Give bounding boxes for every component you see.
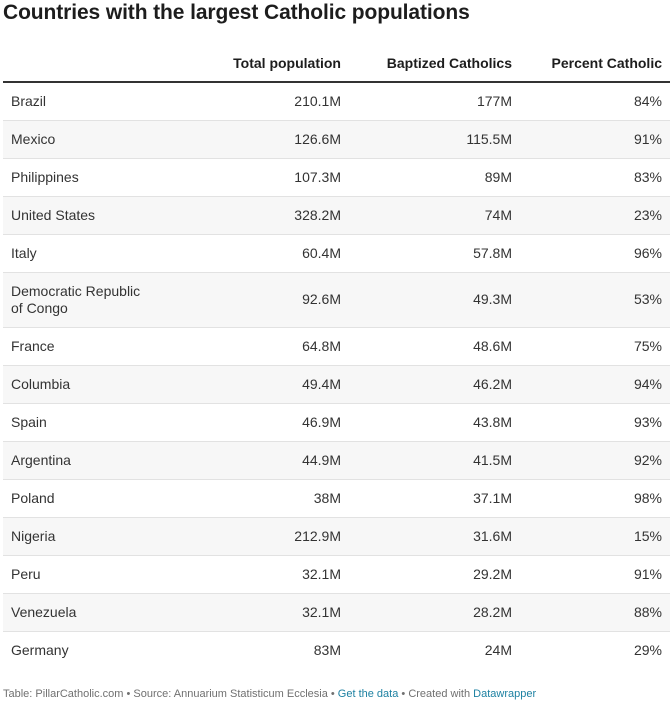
percent-catholic-cell: 75% xyxy=(520,327,670,366)
table-row: France 64.8M 48.6M 75% xyxy=(3,327,670,366)
table-row: Italy 60.4M 57.8M 96% xyxy=(3,234,670,273)
percent-catholic-cell: 84% xyxy=(520,82,670,121)
total-population-cell: 107.3M xyxy=(153,158,349,197)
footer-separator: • xyxy=(401,688,406,700)
header-row: Total population Baptized Catholics Perc… xyxy=(3,44,670,83)
country-cell: Germany xyxy=(11,641,69,658)
header-baptized-catholics[interactable]: Baptized Catholics xyxy=(349,44,520,83)
percent-catholic-cell: 94% xyxy=(520,365,670,404)
table-row: Spain 46.9M 43.8M 93% xyxy=(3,403,670,442)
baptized-catholics-cell: 57.8M xyxy=(349,234,520,273)
country-cell: Democratic Republic of Congo xyxy=(3,272,153,328)
table-row: Nigeria 212.9M 31.6M 15% xyxy=(3,517,670,556)
percent-catholic-cell: 91% xyxy=(520,120,670,159)
percent-catholic-cell: 15% xyxy=(520,517,670,556)
table-row: Columbia 49.4M 46.2M 94% xyxy=(3,365,670,404)
table-row: Brazil 210.1M 177M 84% xyxy=(3,82,670,121)
baptized-catholics-cell: 74M xyxy=(349,196,520,235)
country-cell: Poland xyxy=(3,479,153,518)
country-cell: Peru xyxy=(3,555,153,594)
baptized-catholics-cell: 89M xyxy=(349,158,520,197)
baptized-catholics-cell: 43.8M xyxy=(349,403,520,442)
country-cell: France xyxy=(3,327,153,366)
country-cell: Brazil xyxy=(3,82,153,121)
header-country[interactable] xyxy=(3,44,153,83)
total-population-cell: 328.2M xyxy=(153,196,349,235)
source-text: Table: PillarCatholic.com • Source: Annu… xyxy=(3,688,335,700)
country-cell: Spain xyxy=(3,403,153,442)
country-cell: Italy xyxy=(3,234,153,273)
table-row: Mexico 126.6M 115.5M 91% xyxy=(3,120,670,159)
table-title: Countries with the largest Catholic popu… xyxy=(3,1,470,24)
baptized-catholics-cell: 37.1M xyxy=(349,479,520,518)
total-population-cell: 126.6M xyxy=(153,120,349,159)
country-cell: Mexico xyxy=(3,120,153,159)
baptized-catholics-cell: 46.2M xyxy=(349,365,520,404)
created-with-text: Created with xyxy=(408,688,471,700)
datawrapper-link[interactable]: Datawrapper xyxy=(473,688,537,700)
total-population-cell: 83M xyxy=(313,641,341,658)
baptized-catholics-cell: 24M xyxy=(484,641,512,658)
country-cell: Argentina xyxy=(3,441,153,480)
table-body: Brazil 210.1M 177M 84% Mexico 126.6M 115.5M 91%… xyxy=(3,82,670,669)
total-population-cell: 32.1M xyxy=(153,555,349,594)
percent-catholic-cell: 53% xyxy=(520,272,670,328)
total-population-cell: 64.8M xyxy=(153,327,349,366)
table-footer: Table: PillarCatholic.com • Source: Annu… xyxy=(3,688,536,700)
baptized-catholics-cell: 29.2M xyxy=(349,555,520,594)
percent-catholic-cell: 83% xyxy=(520,158,670,197)
baptized-catholics-cell: 48.6M xyxy=(349,327,520,366)
country-cell: Columbia xyxy=(3,365,153,404)
total-population-cell: 49.4M xyxy=(153,365,349,404)
total-population-cell: 38M xyxy=(153,479,349,518)
table-row: Venezuela 32.1M 28.2M 88% xyxy=(3,593,670,632)
percent-catholic-cell: 96% xyxy=(520,234,670,273)
percent-catholic-cell: 23% xyxy=(520,196,670,235)
total-population-cell: 212.9M xyxy=(153,517,349,556)
baptized-catholics-cell: 115.5M xyxy=(349,120,520,159)
baptized-catholics-cell: 31.6M xyxy=(349,517,520,556)
catholic-population-table: Total population Baptized Catholics Perc… xyxy=(3,44,670,669)
total-population-cell: 92.6M xyxy=(153,272,349,328)
table-row: Philippines 107.3M 89M 83% xyxy=(3,158,670,197)
baptized-catholics-cell: 177M xyxy=(349,82,520,121)
total-population-cell: 44.9M xyxy=(153,441,349,480)
total-population-cell: 32.1M xyxy=(153,593,349,632)
get-the-data-link[interactable]: Get the data xyxy=(337,688,399,700)
percent-catholic-cell: 92% xyxy=(520,441,670,480)
table-row: Democratic Republic of Congo 92.6M 49.3M 53… xyxy=(3,272,670,328)
table-row: United States 328.2M 74M 23% xyxy=(3,196,670,235)
country-cell: Venezuela xyxy=(3,593,153,632)
total-population-cell: 210.1M xyxy=(153,82,349,121)
percent-catholic-cell: 88% xyxy=(520,593,670,632)
country-cell: United States xyxy=(3,196,153,235)
table-row: Argentina 44.9M 41.5M 92% xyxy=(3,441,670,480)
percent-catholic-cell: 93% xyxy=(520,403,670,442)
total-population-cell: 46.9M xyxy=(153,403,349,442)
table-header: Total population Baptized Catholics Perc… xyxy=(3,44,670,83)
baptized-catholics-cell: 41.5M xyxy=(349,441,520,480)
percent-catholic-cell: 98% xyxy=(520,479,670,518)
country-cell: Philippines xyxy=(3,158,153,197)
country-cell: Nigeria xyxy=(3,517,153,556)
table-row: Peru 32.1M 29.2M 91% xyxy=(3,555,670,594)
percent-catholic-cell: 91% xyxy=(520,555,670,594)
table-row: Poland 38M 37.1M 98% xyxy=(3,479,670,518)
header-percent-catholic[interactable]: Percent Catholic xyxy=(520,44,670,83)
baptized-catholics-cell: 28.2M xyxy=(349,593,520,632)
baptized-catholics-cell: 49.3M xyxy=(349,272,520,328)
table-row: Germany 83M 24M 29% xyxy=(3,631,670,669)
total-population-cell: 60.4M xyxy=(153,234,349,273)
header-total-population[interactable]: Total population xyxy=(153,44,349,83)
percent-catholic-cell: 29% xyxy=(633,641,662,658)
